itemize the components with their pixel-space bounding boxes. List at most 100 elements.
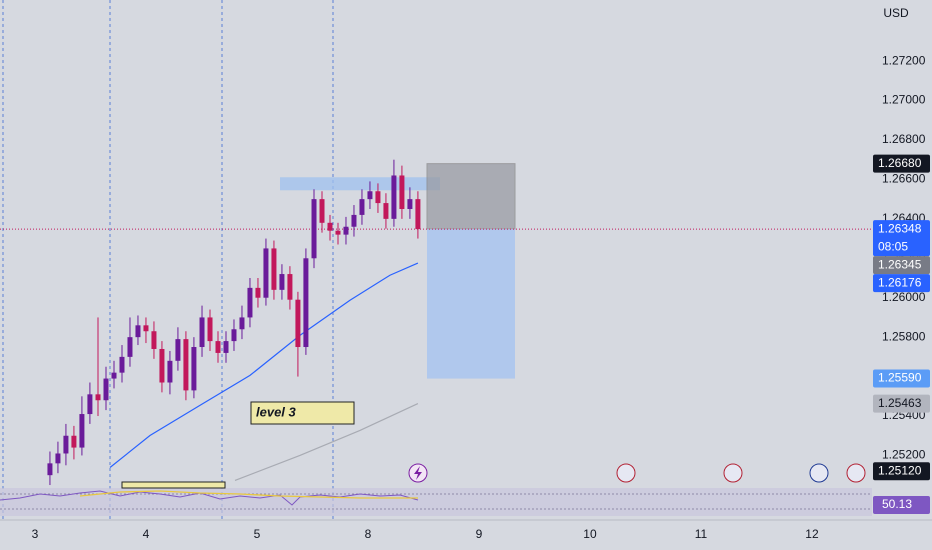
target-box — [427, 229, 515, 379]
candle-body — [87, 394, 93, 415]
candle-body — [311, 199, 317, 259]
y-tick-label: 1.25200 — [882, 448, 926, 462]
price-label-bg — [873, 256, 930, 275]
candle-body — [359, 199, 365, 215]
event-icon[interactable] — [616, 463, 636, 483]
x-tick-label: 3 — [32, 527, 39, 541]
candle-body — [47, 463, 53, 476]
price-label: 1.25590 — [878, 371, 922, 385]
x-tick-label: 10 — [583, 527, 597, 541]
candle-body — [215, 341, 221, 353]
candle-body — [319, 199, 325, 223]
candle-body — [103, 378, 109, 401]
candle-body — [167, 360, 173, 383]
candle-body — [335, 230, 341, 235]
candle-body — [95, 394, 101, 401]
candle-body — [327, 222, 333, 231]
price-label: 1.26345 — [878, 257, 922, 271]
countdown: 08:05 — [878, 239, 908, 253]
candle-body — [151, 331, 157, 349]
price-axis: 1.252001.254001.256001.258001.260001.262… — [873, 53, 930, 514]
candle-body — [183, 339, 189, 391]
price-label: 1.26348 — [878, 221, 922, 235]
rsi-line — [0, 490, 419, 506]
price-label: 1.26176 — [878, 275, 922, 289]
price-label-bg — [873, 462, 930, 481]
y-tick-label: 1.27000 — [882, 93, 926, 107]
candle-body — [223, 341, 229, 353]
candle-body — [255, 287, 261, 298]
candle-body — [79, 414, 85, 448]
plot: level 3 — [0, 159, 872, 486]
price-label-bg — [873, 154, 930, 173]
price-label: 1.26680 — [878, 156, 922, 170]
currency: USD — [883, 6, 909, 20]
candle-body — [63, 435, 69, 454]
candle-body — [343, 226, 349, 235]
candle-body — [415, 199, 421, 230]
price-label: 1.25463 — [878, 396, 922, 410]
event-icon-glyph — [414, 466, 422, 480]
x-tick-label: 12 — [805, 527, 819, 541]
candle-body — [295, 299, 301, 348]
y-tick-label: 1.26600 — [882, 172, 926, 186]
x-tick-label: 4 — [143, 527, 150, 541]
candle-body — [247, 287, 253, 318]
event-icon[interactable] — [723, 463, 743, 483]
annotation-box — [121, 481, 226, 489]
candle-body — [199, 317, 205, 348]
candle-body — [383, 203, 389, 219]
x-tick-label: 5 — [254, 527, 261, 541]
moving-average — [234, 403, 419, 482]
event-icon[interactable] — [809, 463, 829, 483]
x-tick-label: 11 — [695, 527, 708, 541]
session-breaks — [2, 0, 334, 520]
candle-body — [55, 453, 61, 464]
price-label-bg — [873, 274, 930, 293]
price-label-bg — [873, 394, 930, 413]
x-tick-label: 9 — [476, 527, 483, 541]
price-label: 1.25120 — [878, 463, 922, 477]
x-tick-label: 8 — [365, 527, 372, 541]
candle-body — [407, 199, 413, 209]
candle-body — [175, 339, 181, 361]
rsi-label: 50.13 — [882, 497, 912, 511]
candle-body — [287, 274, 293, 300]
candle-body — [127, 337, 133, 357]
candle-body — [143, 325, 149, 332]
candle-body — [367, 191, 373, 200]
resistance-zone — [280, 177, 440, 191]
candle-body — [263, 248, 269, 298]
candle-body — [231, 329, 237, 342]
event-icon[interactable] — [846, 463, 866, 483]
annotation: level 3 — [256, 404, 297, 419]
moving-average — [109, 262, 419, 468]
y-tick-label: 1.26800 — [882, 132, 926, 146]
price-label-bg — [873, 220, 930, 257]
y-tick-label: 1.25800 — [882, 329, 926, 343]
candle-body — [391, 175, 397, 219]
candle-body — [135, 325, 141, 338]
candle-body — [271, 248, 277, 290]
event-icons — [408, 463, 866, 483]
candle-body — [279, 274, 285, 290]
candle-body — [111, 372, 117, 379]
rsi-average — [79, 490, 418, 499]
annotation-box — [250, 401, 355, 425]
y-tick-label: 1.26000 — [882, 290, 926, 304]
candle-body — [119, 356, 125, 373]
y-tick-label: 1.27200 — [882, 53, 926, 67]
candle-body — [207, 317, 213, 342]
candle-body — [239, 317, 245, 330]
candle-body — [191, 347, 197, 391]
candle-body — [399, 175, 405, 209]
candle-body — [71, 435, 77, 448]
rsi-label-bg — [873, 496, 930, 514]
price-label-bg — [873, 369, 930, 388]
candle-body — [375, 191, 381, 204]
stop-box — [426, 163, 516, 230]
candle-body — [159, 348, 165, 383]
candle-body — [303, 258, 309, 348]
candle-body — [351, 214, 357, 227]
